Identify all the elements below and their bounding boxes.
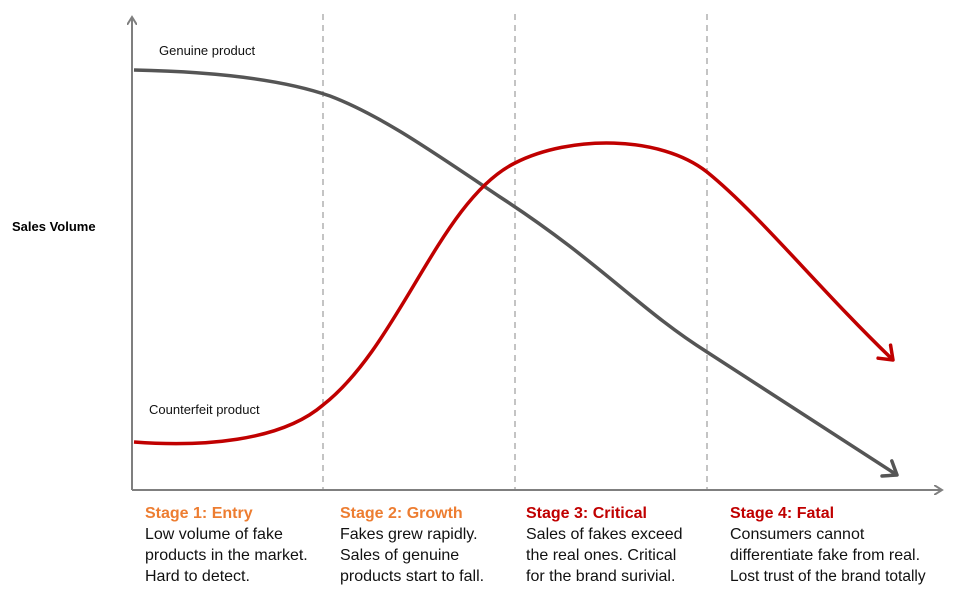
stage-3-line: for the brand surivial. bbox=[526, 568, 676, 585]
stage-2-line: Fakes grew rapidly. bbox=[340, 526, 478, 543]
stage-4-line: Consumers cannot bbox=[730, 526, 865, 543]
stage-4-line: Lost trust of the brand totally bbox=[730, 568, 926, 585]
stage-1-description: Stage 1: Entry Low volume of fake produc… bbox=[145, 503, 308, 587]
stage-1-line: Low volume of fake bbox=[145, 526, 283, 543]
stage-3-description: Stage 3: Critical Sales of fakes exceed … bbox=[526, 503, 683, 587]
stage-1-line: products in the market. bbox=[145, 547, 308, 564]
stage-3-line: Sales of fakes exceed bbox=[526, 526, 683, 543]
stage-3-line: the real ones. Critical bbox=[526, 547, 677, 564]
stage-2-title: Stage 2: Growth bbox=[340, 505, 463, 522]
stage-4-line: differentiate fake from real. bbox=[730, 547, 921, 564]
stage-1-line: Hard to detect. bbox=[145, 568, 250, 585]
genuine-product-label: Genuine product bbox=[159, 43, 256, 58]
genuine-product-curve bbox=[133, 68, 899, 478]
y-axis-label: Sales Volume bbox=[12, 219, 96, 234]
stage-4-title: Stage 4: Fatal bbox=[730, 505, 835, 522]
counterfeit-product-label: Counterfeit product bbox=[149, 402, 260, 417]
stage-2-line: Sales of genuine bbox=[340, 547, 460, 564]
stage-2-line: products start to fall. bbox=[340, 568, 485, 585]
counterfeit-product-curve bbox=[133, 141, 895, 446]
stage-1-title: Stage 1: Entry bbox=[145, 505, 253, 522]
stage-2-description: Stage 2: Growth Fakes grew rapidly. Sale… bbox=[340, 503, 484, 587]
stage-4-description: Stage 4: Fatal Consumers cannot differen… bbox=[730, 503, 926, 587]
stage-3-title: Stage 3: Critical bbox=[526, 505, 647, 522]
